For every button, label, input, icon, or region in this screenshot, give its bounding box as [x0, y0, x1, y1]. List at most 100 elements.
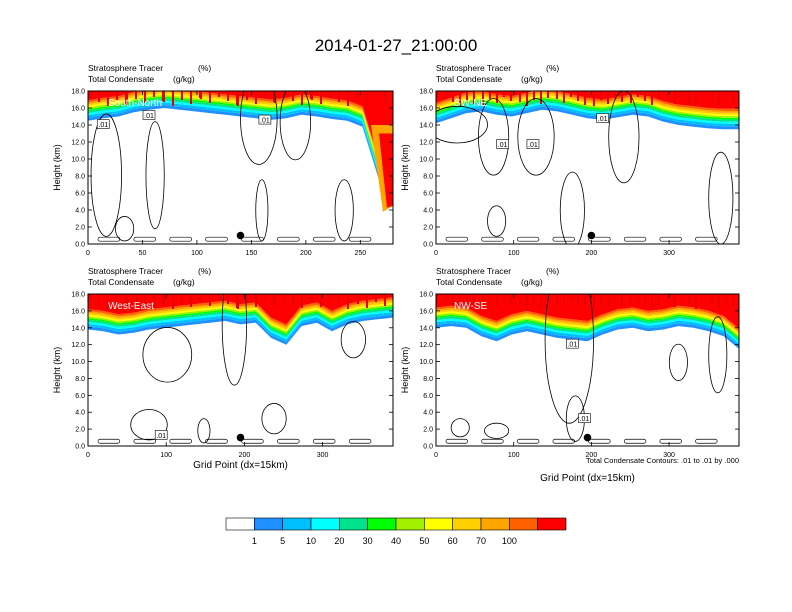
panel-3: .01 West-East Stratosphere Tracer (%) Total … [52, 266, 394, 471]
tracer-speckle [237, 91, 239, 106]
tracer-band-2 [88, 312, 393, 342]
y-tick-label: 18.0 [419, 89, 433, 96]
colorbar-swatch [537, 517, 567, 531]
y-tick-label: 16.0 [71, 308, 85, 315]
tracer-band-3 [436, 318, 739, 344]
tracer-band-1 [436, 106, 739, 130]
tracer-speckle [329, 91, 331, 98]
contour-label: .01 [498, 142, 508, 149]
tracer-speckle [172, 294, 174, 309]
tracer-speckle [126, 91, 128, 105]
condensate-contour-surface [97, 236, 121, 242]
y-tick-label: 2.0 [75, 225, 85, 232]
x-tick-label: 0 [434, 250, 438, 257]
tracer-speckle [732, 91, 734, 103]
tracer-band-7 [436, 311, 739, 336]
tracer-speckle [163, 294, 165, 305]
panel-4: .01 .01 NW-SE Stratosphere Tracer (%) Total C… [400, 266, 740, 484]
tracer-speckle [540, 91, 542, 104]
colorbar-tick-label: 60 [448, 536, 458, 546]
tracer-speckle [526, 294, 528, 309]
condensate-contour [145, 121, 165, 230]
tracer-speckle [711, 91, 713, 101]
tracer-speckle [116, 294, 118, 303]
plot-area: .01 .01 .01 [88, 91, 393, 244]
condensate-contour-surface [659, 438, 682, 444]
tracer-speckle [489, 294, 491, 302]
y-tick-label: 2.0 [423, 225, 433, 232]
y-tick-label: 4.0 [75, 208, 85, 215]
y-axis-label: Height (km) [52, 347, 62, 394]
tracer-speckle [311, 294, 313, 303]
condensate-contour [90, 113, 122, 237]
panel-label: SW-NE [454, 98, 487, 109]
colorbar-tick-label: 100 [502, 536, 517, 546]
tracer-speckle [637, 294, 639, 300]
tracer-speckle [600, 91, 602, 100]
condensate-contour-surface [205, 438, 228, 444]
condensate-contour [487, 205, 507, 237]
condensate-contour-surface [133, 438, 157, 444]
condensate-contour-surface [552, 438, 575, 444]
y-tick-label: 8.0 [423, 174, 433, 181]
tracer-speckle [496, 91, 498, 103]
tracer-speckle [503, 91, 505, 97]
tracer-speckle [144, 294, 146, 306]
tracer-speckle [651, 91, 653, 105]
x-tick-label: 100 [191, 250, 203, 257]
tracer-band-10 [88, 297, 393, 327]
tracer-band-top [88, 91, 393, 186]
tracer-speckle [614, 91, 616, 98]
tracer-band-5 [436, 98, 739, 120]
x-tick-label: 100 [160, 452, 172, 459]
condensate-contour [130, 409, 168, 441]
tracer-speckle [711, 294, 713, 304]
contour-label: .01 [567, 342, 577, 349]
colorbar-tick-label: 40 [391, 536, 401, 546]
tracer-speckle [732, 294, 734, 306]
y-tick-label: 8.0 [423, 376, 433, 383]
colorbar-tick-label: 5 [280, 536, 285, 546]
x-tick-label: 200 [586, 452, 598, 459]
contour-label-box [526, 139, 540, 149]
tracer-speckle [718, 294, 720, 308]
tracer-speckle [445, 294, 447, 301]
tracer-speckle [292, 91, 294, 101]
tracer-speckle [89, 91, 91, 98]
tracer-speckle [473, 294, 475, 307]
condensate-contour-surface [312, 438, 336, 444]
tracer-speckle [630, 294, 632, 306]
colorbar-swatch [225, 517, 255, 531]
tracer-speckle [357, 91, 359, 101]
tracer-speckle [283, 294, 285, 300]
tracer-speckle [503, 294, 505, 300]
tracer-band-8 [436, 93, 739, 115]
colorbar-swatch [282, 517, 312, 531]
y-tick-label: 12.0 [71, 342, 85, 349]
y-tick-label: 14.0 [71, 325, 85, 332]
tracer-speckle [577, 294, 579, 304]
tracer-speckle [190, 91, 192, 104]
tracer-speckle [246, 91, 248, 100]
condensate-contour [279, 91, 312, 161]
contour-label-box [142, 110, 156, 120]
condensate-contour-surface [445, 438, 468, 444]
tracer-speckle [181, 91, 183, 100]
tracer-band-1 [88, 105, 393, 206]
condensate-contour-surface [445, 236, 468, 242]
x-tick-label: 100 [508, 250, 520, 257]
tracer-speckle [718, 91, 720, 105]
tracer-band-5 [88, 96, 393, 196]
condensate-contour [517, 98, 555, 176]
tracer-band-8 [436, 309, 739, 335]
tracer-band-1 [88, 314, 393, 345]
tracer-band-10 [436, 305, 739, 331]
condensate-contour-surface [623, 236, 647, 242]
tracer-speckle [209, 91, 211, 103]
condensate-contour-surface [133, 236, 157, 242]
tracer-band-2 [436, 104, 739, 127]
tracer-speckle [644, 91, 646, 101]
condensate-contour-surface [623, 438, 647, 444]
tracer-speckle [725, 294, 727, 302]
tracer-speckle [116, 91, 118, 100]
